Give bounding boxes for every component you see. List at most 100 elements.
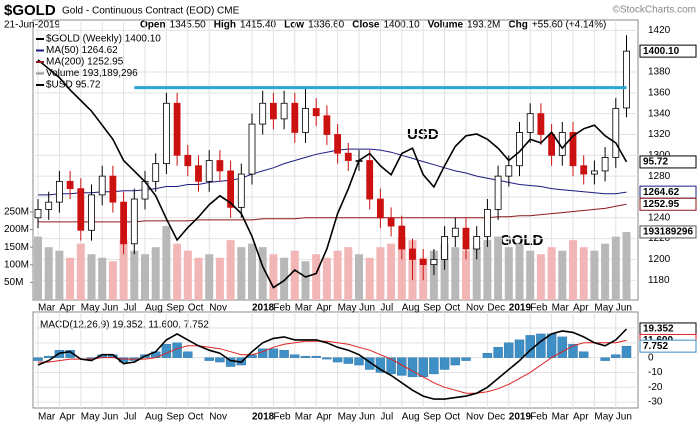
x-tick-label: Jun — [359, 412, 375, 423]
macd-histogram-bar — [311, 355, 321, 358]
macd-histogram-bar — [343, 357, 353, 364]
x-tick-label: Feb — [530, 412, 548, 423]
volume-bar — [601, 243, 610, 300]
candle-body — [398, 225, 406, 250]
volume-tick-label: 100M — [4, 259, 29, 270]
macd-histogram-bar — [204, 357, 214, 361]
volume-bar — [579, 247, 588, 300]
y-tick-label: 1240 — [648, 212, 671, 223]
volume-bar — [515, 243, 524, 300]
macd-histogram-bar — [611, 354, 621, 358]
x-tick-label: Jun — [616, 303, 632, 314]
source: ©StockCharts.com — [612, 5, 696, 16]
candle-body — [302, 108, 309, 133]
volume-bar — [397, 236, 406, 300]
symbol: $GOLD — [4, 2, 56, 19]
macd-histogram-bar — [183, 351, 193, 358]
candle-body — [109, 175, 117, 203]
macd-histogram-bar — [439, 357, 450, 370]
volume-bar — [462, 250, 470, 300]
x-tick-label: Nov — [209, 412, 227, 423]
x-tick-label: Apr — [573, 412, 589, 423]
legend-entry: MA(50) 1264.62 — [46, 45, 118, 56]
volume-bar — [151, 247, 160, 300]
macd-histogram-bar — [450, 357, 460, 366]
volume-bar — [440, 243, 449, 300]
x-tick-label: Aug — [402, 303, 420, 314]
x-tick-label: Apr — [316, 412, 332, 423]
macd-histogram-bar — [225, 357, 236, 367]
y-tick-label: 1280 — [648, 171, 671, 182]
x-tick-label: Dec — [487, 303, 505, 314]
volume-bar — [611, 236, 620, 300]
macd-histogram-bar — [514, 339, 525, 358]
volume-bar — [226, 240, 235, 300]
volume-bar — [183, 250, 192, 300]
volume-bar — [483, 240, 492, 300]
y-tick-label: -30 — [648, 397, 663, 408]
macd-histogram-bar — [536, 333, 546, 358]
volume-bar — [87, 254, 96, 300]
macd-histogram-bar — [461, 357, 471, 361]
macd-histogram-bar — [418, 357, 428, 378]
candle-body — [473, 236, 481, 250]
legend-entry: Volume 193,189,296 — [46, 68, 138, 79]
volume-bar — [558, 250, 567, 300]
volume-bar — [248, 243, 256, 300]
macd-histogram-bar — [300, 355, 311, 358]
x-tick-label: Feb — [530, 303, 548, 314]
x-tick-label: Sep — [166, 303, 184, 314]
candle-body — [483, 209, 491, 237]
volume-bar — [55, 250, 64, 300]
macd-histogram-bar — [568, 344, 578, 358]
volume-bar — [290, 250, 299, 300]
y-tick-label: 1360 — [648, 88, 671, 99]
volume-bar — [312, 254, 321, 300]
macd-histogram-bar — [546, 333, 557, 358]
x-tick-label: Jul — [124, 303, 137, 314]
stat-label: Chg — [508, 20, 527, 31]
volume-bar — [590, 250, 599, 300]
macd-histogram-bar — [365, 357, 375, 370]
value-box — [639, 339, 697, 353]
candle-body — [494, 175, 502, 210]
ma-line — [38, 148, 627, 196]
macd-histogram-bar — [557, 336, 567, 358]
candle-body — [162, 102, 170, 165]
candle-body — [56, 180, 63, 203]
candle-body — [77, 188, 85, 231]
candle-body — [66, 180, 74, 190]
signal-line — [38, 339, 627, 394]
stat-value: 193.2M — [467, 20, 500, 31]
value-box — [639, 155, 697, 169]
candle-body — [45, 201, 53, 210]
x-tick-label: Mar — [38, 412, 56, 423]
candle-body — [505, 165, 513, 177]
volume-bar — [451, 247, 460, 300]
candle-body — [526, 113, 534, 133]
x-tick-label: Oct — [445, 303, 461, 314]
candle-body — [601, 156, 609, 172]
y-tick-label: 1340 — [648, 108, 671, 119]
x-tick-label: Jul — [124, 412, 137, 423]
x-tick-label: 2018 — [252, 412, 275, 423]
candle-body — [205, 160, 213, 182]
y-tick-label: 1180 — [648, 275, 670, 286]
volume-bar — [173, 243, 182, 300]
value-label: 1264.62 — [643, 187, 680, 198]
subtitle: Gold - Continuous Contract (EOD) CME — [62, 6, 240, 17]
candle-body — [430, 259, 438, 266]
macd-histogram-bar — [375, 357, 386, 373]
volume-bar — [387, 243, 396, 300]
x-tick-label: Mar — [295, 303, 313, 314]
macd-line — [37, 328, 628, 400]
y-tick-label: 1380 — [648, 67, 671, 78]
candle-body — [409, 248, 416, 260]
candle-body — [98, 175, 106, 196]
x-tick-label: Mar — [552, 303, 570, 314]
x-tick-label: Oct — [188, 412, 204, 423]
x-tick-label: Aug — [145, 412, 163, 423]
macd-histogram-bar — [161, 344, 172, 358]
